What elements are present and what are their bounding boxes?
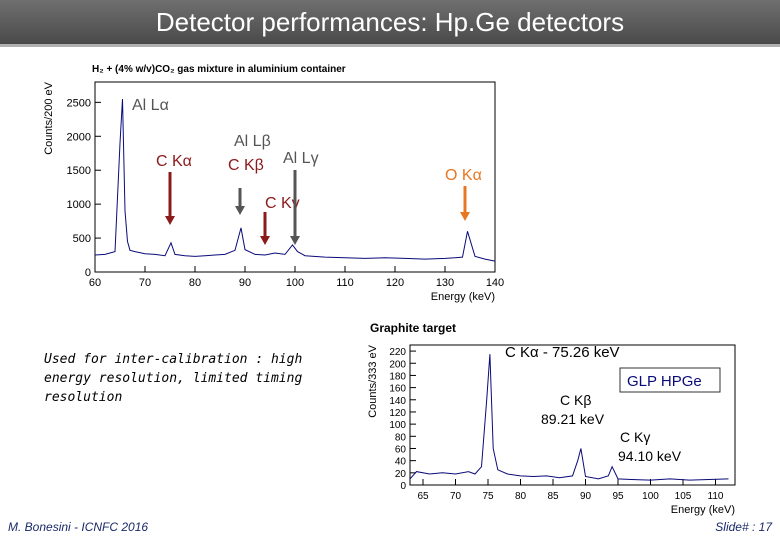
legend-box <box>619 367 721 393</box>
slide-title: Detector performances: Hp.Ge detectors <box>155 7 625 37</box>
peak-arrowhead <box>165 216 175 225</box>
peak-arrowhead <box>260 236 270 245</box>
y-tick-label: 160 <box>389 384 406 395</box>
title-bar: Detector performances: Hp.Ge detectors <box>0 0 780 46</box>
y-axis-label: Counts/333 eV <box>367 344 379 417</box>
y-tick-label: 20 <box>395 469 407 480</box>
x-tick-label: 80 <box>515 491 527 502</box>
peak-value-label: 89.21 keV <box>541 411 605 427</box>
y-axis-label: Counts/200 eV <box>43 81 55 154</box>
x-tick-label: 95 <box>612 491 624 502</box>
peak-label: C Kα <box>156 153 192 170</box>
peak-label: C Kβ <box>560 392 591 408</box>
y-tick-label: 1000 <box>67 199 91 211</box>
peak-label: Al Lβ <box>234 133 271 150</box>
y-tick-label: 220 <box>389 347 406 358</box>
spectrum-series <box>409 354 729 481</box>
x-tick-label: 100 <box>286 277 304 289</box>
plot-frame <box>409 344 736 486</box>
peak-label: O Kα <box>445 167 482 184</box>
footer-slide-number: Slide# : 17 <box>715 520 772 534</box>
x-tick-label: 80 <box>189 277 201 289</box>
x-tick-label: 105 <box>675 491 692 502</box>
y-tick-label: 0 <box>400 481 406 492</box>
x-tick-label: 90 <box>239 277 251 289</box>
x-axis-label: Energy (keV) <box>671 504 735 516</box>
x-tick-label: 75 <box>482 491 494 502</box>
y-tick-label: 2500 <box>67 97 91 109</box>
title-divider <box>0 44 780 47</box>
peak-label: C Kγ <box>620 429 650 445</box>
x-tick-label: 110 <box>336 277 354 289</box>
x-tick-label: 85 <box>547 491 559 502</box>
peak-label: Al Lα <box>132 97 169 114</box>
peak-label: C Kα - 75.26 keV <box>505 344 620 361</box>
body-text: Used for inter-calibration : high energy… <box>44 352 303 405</box>
legend-label: GLP HPGe <box>627 373 702 390</box>
x-tick-label: 140 <box>486 277 504 289</box>
footer-author: M. Bonesini - ICNFC 2016 <box>8 520 149 534</box>
peak-label: C Kγ <box>265 195 300 212</box>
peak-value-label: 94.10 keV <box>618 448 682 464</box>
chart-title: Graphite target <box>370 321 456 335</box>
y-tick-label: 100 <box>389 420 406 431</box>
peak-arrowhead <box>290 236 300 245</box>
x-tick-label: 130 <box>436 277 454 289</box>
y-tick-label: 80 <box>395 432 407 443</box>
peak-label: Al Lγ <box>283 150 319 167</box>
peak-label: C Kβ <box>228 157 264 174</box>
x-axis-label: Energy (keV) <box>431 291 495 303</box>
x-tick-label: 100 <box>642 491 659 502</box>
y-tick-label: 500 <box>73 233 91 245</box>
y-tick-label: 120 <box>389 408 406 419</box>
y-tick-label: 0 <box>85 267 91 279</box>
x-tick-label: 70 <box>139 277 151 289</box>
y-tick-label: 140 <box>389 396 406 407</box>
x-tick-label: 120 <box>386 277 404 289</box>
y-tick-label: 2000 <box>67 131 91 143</box>
y-tick-label: 180 <box>389 371 406 382</box>
y-tick-label: 1500 <box>67 165 91 177</box>
peak-arrowhead <box>460 212 470 221</box>
x-tick-label: 90 <box>580 491 592 502</box>
plot-frame <box>94 81 496 273</box>
x-tick-label: 60 <box>89 277 101 289</box>
x-tick-label: 70 <box>450 491 462 502</box>
x-tick-label: 110 <box>708 491 724 502</box>
y-tick-label: 60 <box>395 444 407 455</box>
y-tick-label: 40 <box>395 457 407 468</box>
chart-title: H₂ + (4% w/v)CO₂ gas mixture in aluminiu… <box>92 64 346 75</box>
peak-arrowhead <box>235 206 245 215</box>
spectrum-series <box>94 98 496 262</box>
y-tick-label: 200 <box>389 359 406 370</box>
x-tick-label: 65 <box>417 491 429 502</box>
